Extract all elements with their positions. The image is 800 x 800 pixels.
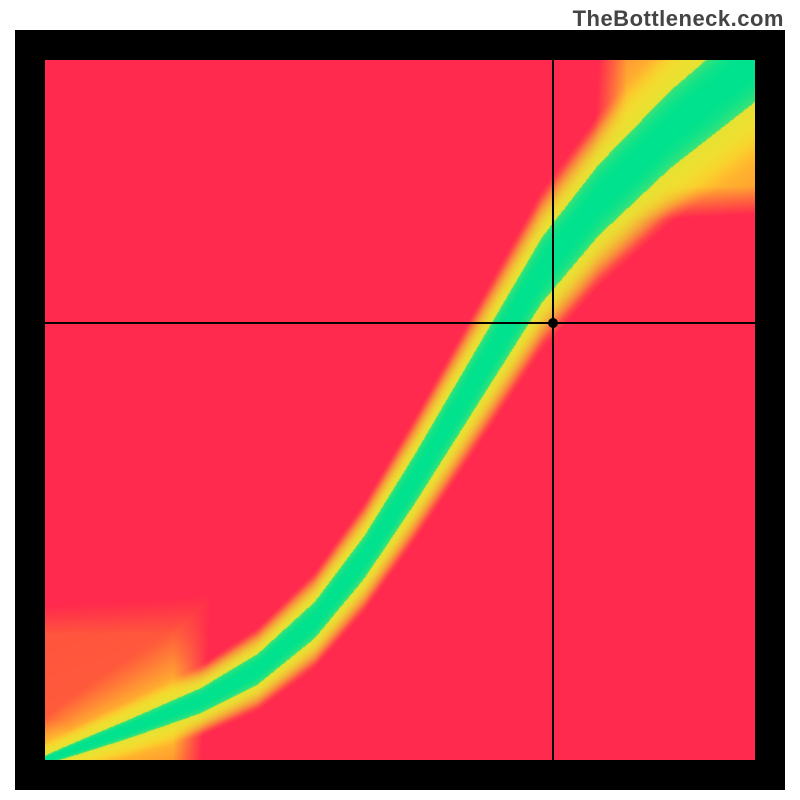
heatmap-canvas	[45, 60, 755, 760]
crosshair-vertical	[552, 60, 554, 760]
plot-area	[45, 60, 755, 760]
crosshair-marker	[548, 318, 558, 328]
crosshair-horizontal	[45, 322, 755, 324]
chart-container: TheBottleneck.com	[0, 0, 800, 800]
watermark-text: TheBottleneck.com	[573, 6, 784, 32]
